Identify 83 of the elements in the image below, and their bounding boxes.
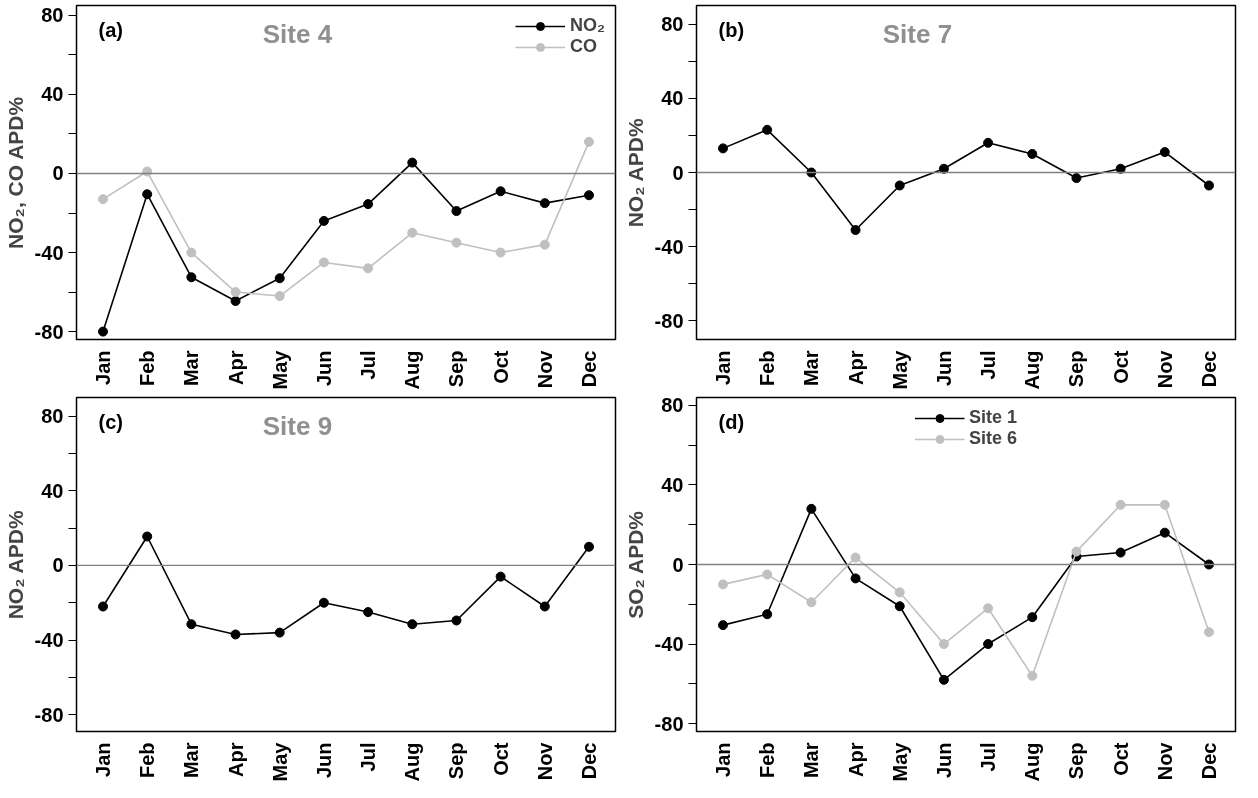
legend-label: Site 1	[968, 407, 1018, 428]
x-tick-label: Jan	[92, 350, 115, 385]
x-tick-label: Jun	[932, 742, 955, 779]
y-axis-title: SO₂ APD%	[623, 510, 647, 619]
y-tick-label: 0	[672, 161, 684, 184]
legend-label: CO	[570, 36, 597, 57]
x-tick-label: Nov	[1153, 349, 1176, 389]
y-tick-label: -40	[34, 629, 64, 652]
y-tick-label: 40	[661, 87, 684, 110]
x-tick-label: Aug	[401, 742, 424, 782]
x-tick-label: Feb	[136, 350, 159, 387]
x-tick-label: Oct	[1109, 742, 1132, 776]
y-tick-label: -80	[34, 320, 64, 343]
x-tick-label: Oct	[489, 350, 512, 384]
x-tick-label: Dec	[577, 350, 600, 388]
annotation: (d)	[718, 410, 745, 433]
x-tick-label: Aug	[1021, 350, 1044, 390]
y-tick-label: -80	[34, 703, 64, 726]
y-tick-label: -40	[34, 241, 64, 264]
annotation: (c)	[98, 410, 124, 433]
x-tick-label: Aug	[401, 350, 424, 390]
y-axis-title: NO₂ APD%	[3, 510, 27, 620]
x-tick-label: Jul	[977, 350, 1000, 380]
x-tick-label: Oct	[489, 742, 512, 776]
x-tick-label: Jun	[312, 350, 335, 387]
x-tick-label: Dec	[1197, 742, 1220, 780]
annotation: (b)	[718, 18, 745, 41]
x-tick-label: Dec	[577, 742, 600, 780]
annotation: (a)	[98, 18, 124, 41]
y-tick-label: -80	[654, 309, 684, 332]
y-axis-title: NO₂ APD%	[623, 118, 647, 228]
x-tick-label: Jul	[357, 350, 380, 380]
y-tick-label: -80	[654, 712, 684, 735]
legend-label: NO₂	[570, 15, 605, 36]
x-tick-label: Mar	[180, 350, 203, 387]
y-tick-label: 40	[41, 83, 64, 106]
y-tick-label: 80	[41, 4, 64, 27]
x-tick-label: Sep	[445, 350, 468, 388]
x-tick-label: Apr	[844, 350, 867, 385]
x-tick-label: Nov	[1153, 741, 1176, 781]
y-tick-label: 80	[661, 13, 684, 36]
x-tick-label: Feb	[136, 742, 159, 779]
x-tick-label: Sep	[1065, 742, 1088, 780]
x-tick-label: Oct	[1109, 350, 1132, 384]
legend-label: Site 6	[968, 428, 1018, 449]
x-tick-label: Mar	[800, 350, 823, 387]
x-tick-label: May	[888, 741, 911, 782]
x-tick-label: Apr	[844, 742, 867, 777]
x-tick-label: Jan	[712, 350, 735, 385]
x-tick-label: Feb	[756, 350, 779, 387]
text: Site 7	[882, 18, 953, 49]
x-tick-label: Dec	[1197, 350, 1220, 388]
x-tick-label: Aug	[1021, 742, 1044, 782]
x-tick-label: Feb	[756, 742, 779, 779]
x-tick-label: Jan	[712, 742, 735, 777]
y-tick-label: 40	[661, 473, 684, 496]
x-tick-label: Jul	[357, 742, 380, 772]
x-tick-label: Sep	[445, 742, 468, 780]
x-tick-label: Jul	[977, 742, 1000, 772]
x-tick-label: Jan	[92, 742, 115, 777]
y-tick-label: -40	[654, 235, 684, 258]
x-tick-label: Apr	[224, 742, 247, 777]
x-tick-label: May	[268, 349, 291, 390]
y-tick-label: 0	[672, 553, 684, 576]
y-tick-label: -40	[654, 633, 684, 656]
x-tick-label: Mar	[800, 742, 823, 779]
text: Site 9	[262, 410, 333, 441]
x-tick-label: May	[888, 349, 911, 390]
x-tick-label: Jun	[312, 742, 335, 779]
y-tick-label: 0	[52, 162, 64, 185]
x-tick-label: Mar	[180, 742, 203, 779]
y-tick-label: 80	[661, 394, 684, 417]
x-tick-label: Apr	[224, 350, 247, 385]
x-tick-label: Nov	[533, 349, 556, 389]
text: Site 4	[262, 18, 333, 49]
x-tick-label: May	[268, 741, 291, 782]
x-tick-label: Jun	[932, 350, 955, 387]
y-tick-label: 40	[41, 479, 64, 502]
x-tick-label: Sep	[1065, 350, 1088, 388]
y-tick-label: 0	[52, 554, 64, 577]
y-tick-label: 80	[41, 405, 64, 428]
x-tick-label: Nov	[533, 741, 556, 781]
y-axis-title: NO₂, CO APD%	[3, 96, 27, 249]
